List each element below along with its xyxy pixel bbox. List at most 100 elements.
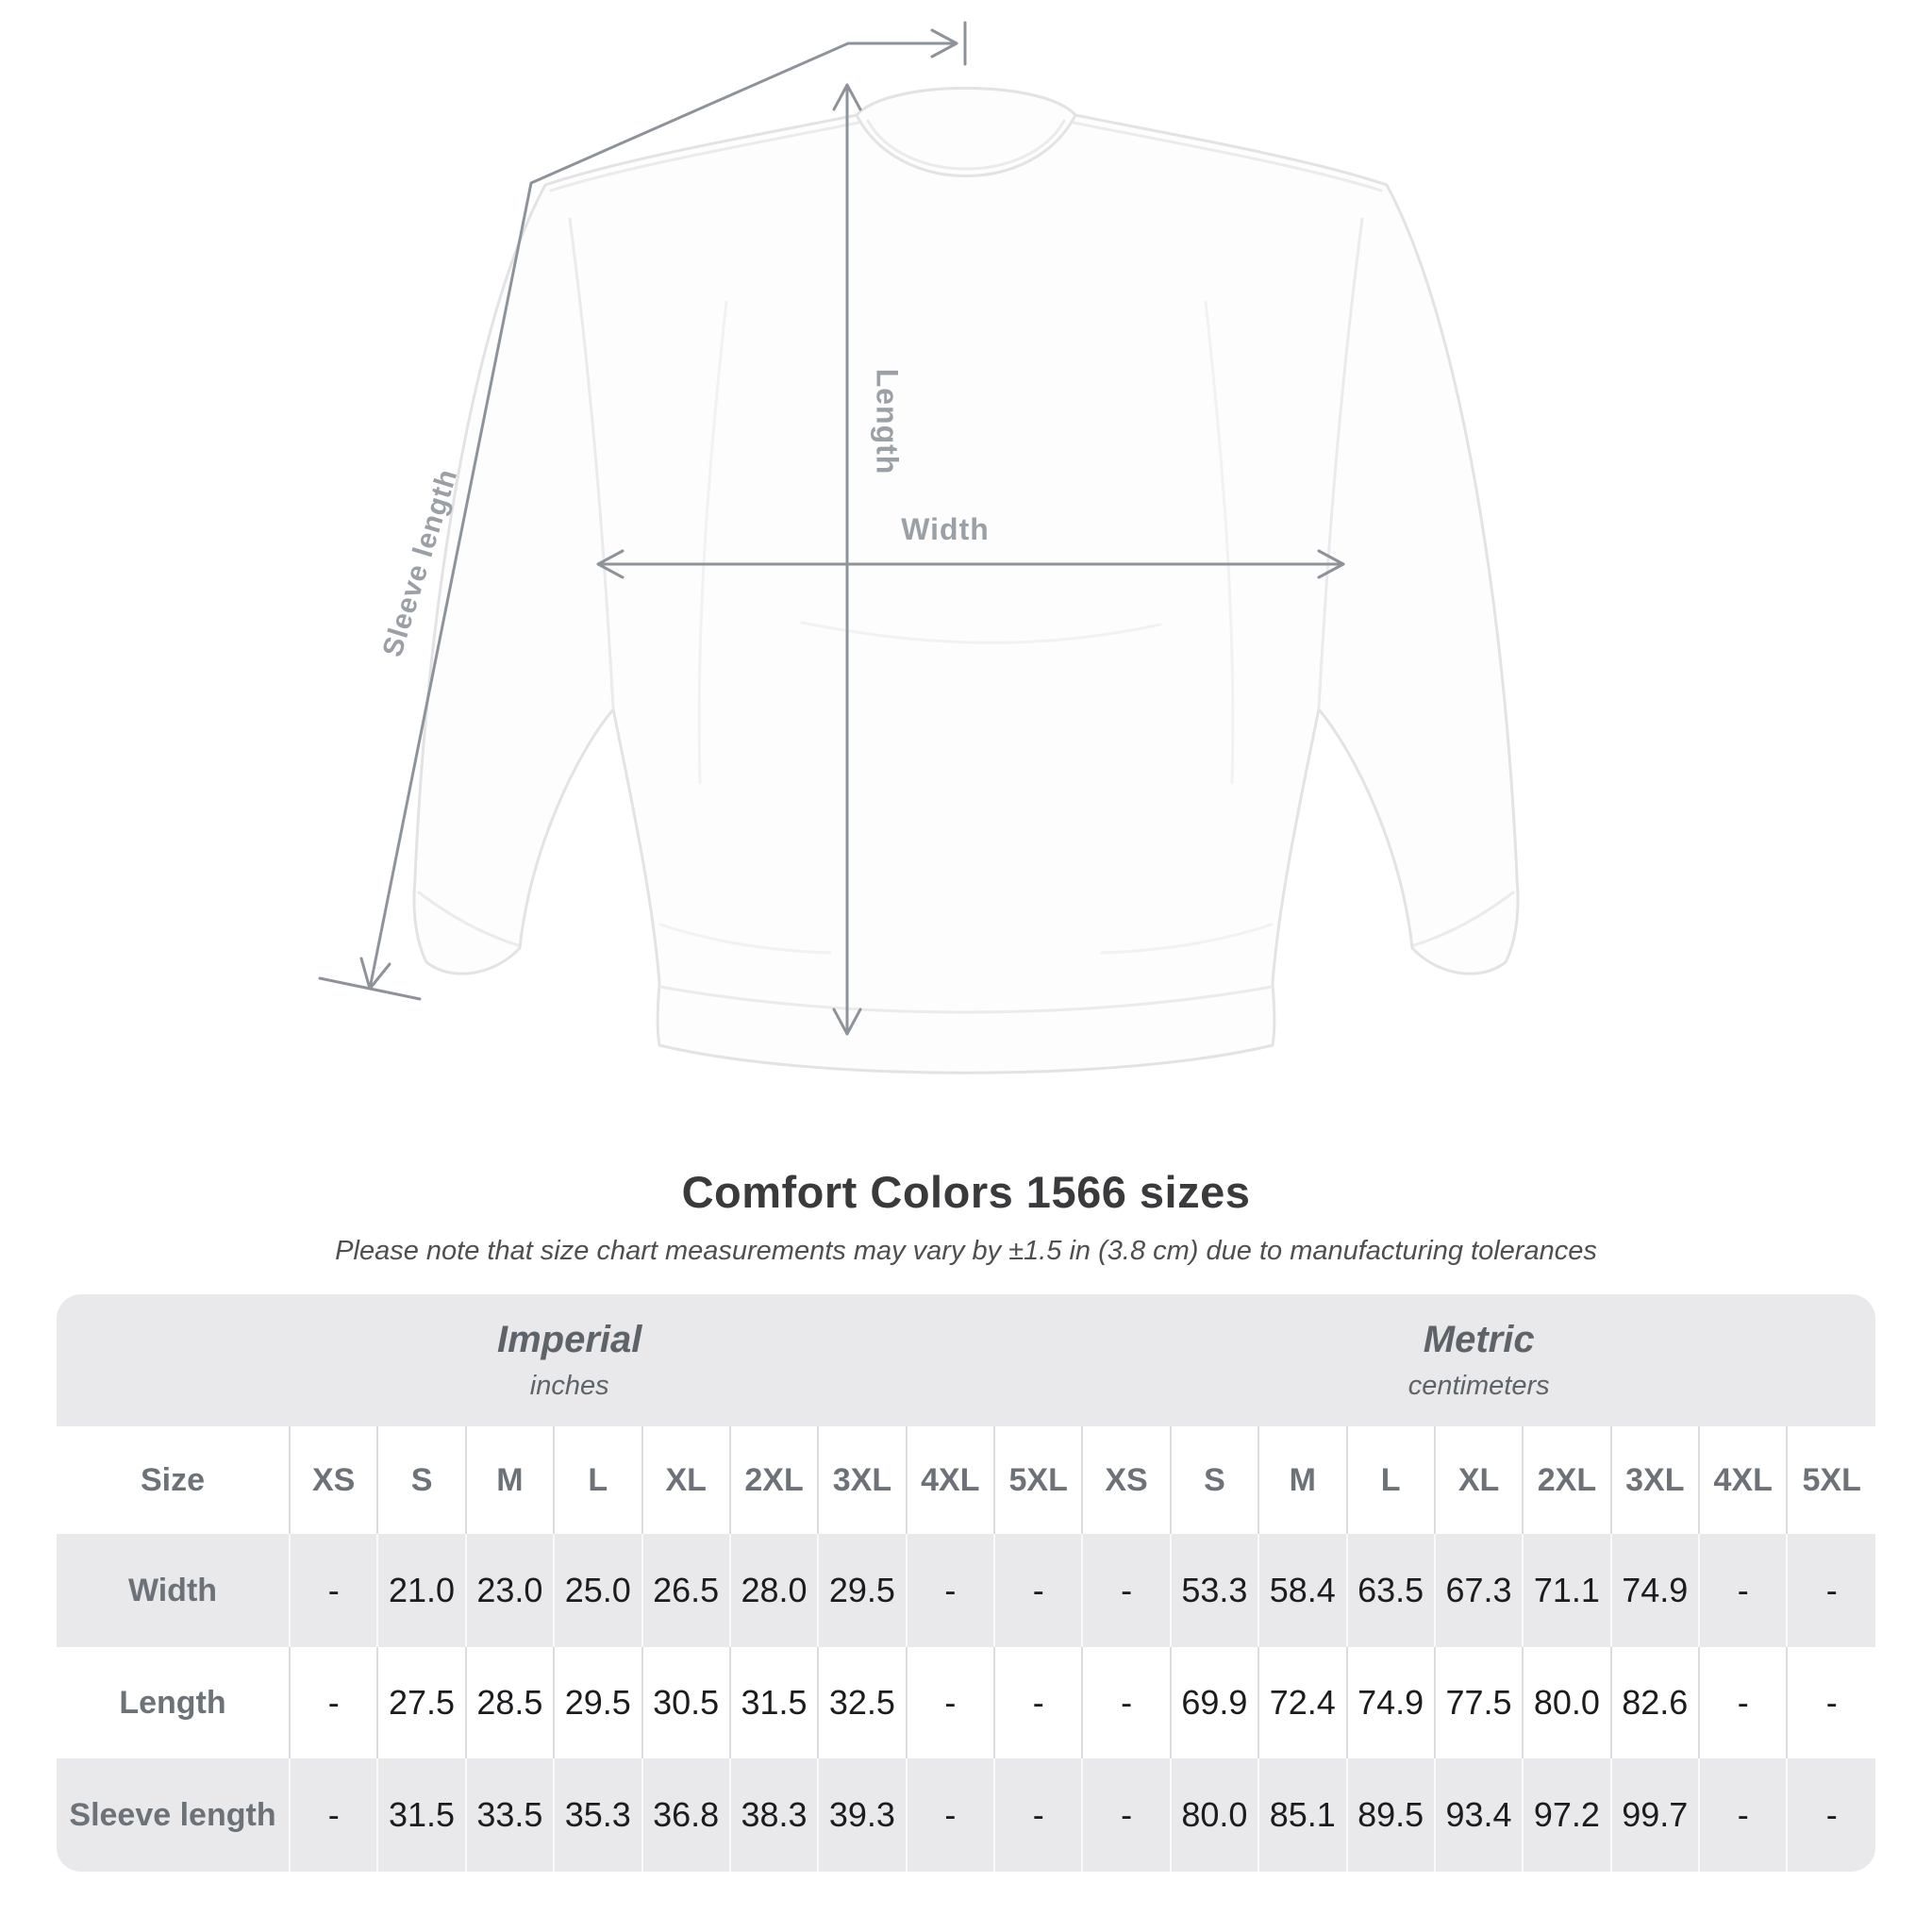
- size-col-header: XS: [290, 1426, 379, 1534]
- value-cell: 28.5: [465, 1647, 556, 1758]
- value-cell: -: [1082, 1534, 1172, 1647]
- crease-right: [1204, 300, 1235, 785]
- left-shoulder-seam: [549, 121, 860, 192]
- value-cell: 89.5: [1346, 1758, 1436, 1872]
- sweatshirt-measurement-figure: Length Width Sleeve length: [318, 21, 1520, 1074]
- value-cell: -: [1082, 1647, 1172, 1758]
- length-row: Length - 27.5 28.5 29.5 30.5 31.5 32.5 -…: [57, 1647, 1875, 1758]
- size-col-header: 5XL: [1787, 1426, 1875, 1534]
- value-cell: 26.5: [641, 1534, 731, 1647]
- value-cell: -: [290, 1534, 379, 1647]
- width-label: Width: [901, 512, 990, 546]
- length-label: Length: [871, 369, 905, 475]
- row-label: Sleeve length: [57, 1758, 291, 1872]
- value-cell: -: [906, 1534, 996, 1647]
- value-cell: 29.5: [818, 1534, 908, 1647]
- value-cell: 35.3: [554, 1758, 643, 1872]
- value-cell: 72.4: [1258, 1647, 1348, 1758]
- value-cell: 93.4: [1434, 1758, 1524, 1872]
- value-cell: 85.1: [1258, 1758, 1348, 1872]
- value-cell: 38.3: [729, 1758, 820, 1872]
- row-label: Width: [57, 1534, 291, 1647]
- unit-group-row: Imperial inches Metric centimeters: [57, 1294, 1875, 1426]
- size-col-header: M: [465, 1426, 556, 1534]
- value-cell: -: [994, 1758, 1084, 1872]
- value-cell: 71.1: [1523, 1534, 1612, 1647]
- sweatshirt-garment: [412, 87, 1520, 1074]
- size-col-header: M: [1258, 1426, 1348, 1534]
- value-cell: 39.3: [818, 1758, 908, 1872]
- crease-hem-left: [658, 923, 832, 955]
- sweatshirt-illustration: Length Width Sleeve length: [318, 21, 1520, 1074]
- size-col-header: XL: [641, 1426, 731, 1534]
- length-dimension-line: Length: [832, 83, 905, 1036]
- imperial-group-label: Imperial: [496, 1319, 642, 1360]
- value-cell: -: [1787, 1647, 1875, 1758]
- value-cell: -: [1082, 1758, 1172, 1872]
- size-col-header: XL: [1434, 1426, 1524, 1534]
- size-col-header: XS: [1082, 1426, 1172, 1534]
- right-shoulder-seam: [1072, 121, 1383, 192]
- value-cell: 80.0: [1523, 1647, 1612, 1758]
- size-col-header: L: [554, 1426, 643, 1534]
- right-armhole-seam: [1317, 217, 1364, 709]
- value-cell: -: [290, 1758, 379, 1872]
- size-col-header: 2XL: [1523, 1426, 1612, 1534]
- value-cell: -: [906, 1647, 996, 1758]
- value-cell: -: [1787, 1534, 1875, 1647]
- sleeve-length-row: Sleeve length - 31.5 33.5 35.3 36.8 38.3…: [57, 1758, 1875, 1872]
- value-cell: -: [290, 1647, 379, 1758]
- value-cell: 67.3: [1434, 1534, 1524, 1647]
- size-chart-note: Please note that size chart measurements…: [335, 1236, 1597, 1266]
- value-cell: 31.5: [377, 1758, 467, 1872]
- size-col-header: 3XL: [818, 1426, 908, 1534]
- value-cell: 25.0: [554, 1534, 643, 1647]
- row-label: Length: [57, 1647, 291, 1758]
- left-cuff-seam: [417, 891, 520, 947]
- value-cell: 23.0: [465, 1534, 556, 1647]
- value-cell: 82.6: [1610, 1647, 1701, 1758]
- value-cell: 33.5: [465, 1758, 556, 1872]
- size-chart-title: Comfort Colors 1566 sizes: [681, 1167, 1251, 1217]
- value-cell: -: [1699, 1534, 1789, 1647]
- metric-group-label: Metric: [1423, 1319, 1535, 1360]
- size-header-label: Size: [57, 1426, 291, 1534]
- value-cell: 74.9: [1610, 1534, 1701, 1647]
- value-cell: -: [994, 1647, 1084, 1758]
- size-col-header: 5XL: [994, 1426, 1084, 1534]
- width-dimension-line: Width: [596, 512, 1345, 579]
- metric-group-header: Metric centimeters: [1082, 1294, 1875, 1426]
- sweatshirt-silhouette: [412, 87, 1520, 1074]
- left-armhole-seam: [568, 217, 615, 709]
- value-cell: 53.3: [1170, 1534, 1260, 1647]
- value-cell: 21.0: [377, 1534, 467, 1647]
- value-cell: 28.0: [729, 1534, 820, 1647]
- size-col-header: L: [1346, 1426, 1436, 1534]
- length-arrow: [832, 83, 862, 1036]
- value-cell: -: [1699, 1758, 1789, 1872]
- size-col-header: S: [1170, 1426, 1260, 1534]
- value-cell: 77.5: [1434, 1647, 1524, 1758]
- imperial-group-sublabel: inches: [529, 1371, 609, 1401]
- collar-band: [855, 87, 1077, 177]
- value-cell: 58.4: [1258, 1534, 1348, 1647]
- value-cell: 99.7: [1610, 1758, 1701, 1872]
- width-arrow: [596, 549, 1345, 579]
- right-cuff-seam: [1412, 891, 1515, 947]
- value-cell: 27.5: [377, 1647, 467, 1758]
- size-col-header: 4XL: [906, 1426, 996, 1534]
- crease-hem-right: [1100, 923, 1274, 955]
- value-cell: -: [1699, 1647, 1789, 1758]
- imperial-group-header: Imperial inches: [57, 1294, 1082, 1426]
- value-cell: 30.5: [641, 1647, 731, 1758]
- metric-group-sublabel: centimeters: [1407, 1371, 1550, 1401]
- value-cell: 74.9: [1346, 1647, 1436, 1758]
- value-cell: -: [1787, 1758, 1875, 1872]
- width-row: Width - 21.0 23.0 25.0 26.5 28.0 29.5 - …: [57, 1534, 1875, 1647]
- value-cell: -: [994, 1534, 1084, 1647]
- collar-rib-seam: [866, 119, 1066, 171]
- value-cell: 69.9: [1170, 1647, 1260, 1758]
- value-cell: 32.5: [818, 1647, 908, 1758]
- value-cell: 80.0: [1170, 1758, 1260, 1872]
- size-header-row: Size XS S M L XL 2XL 3XL 4XL 5XL XS S M …: [57, 1426, 1875, 1534]
